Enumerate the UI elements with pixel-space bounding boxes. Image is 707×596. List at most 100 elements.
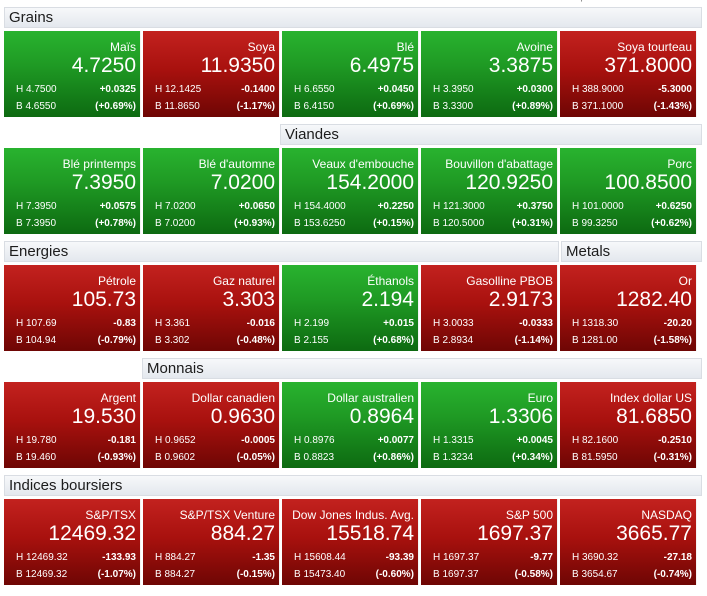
low-value: B 99.3250 — [572, 218, 618, 229]
change-percent: (-1.17%) — [236, 101, 275, 112]
change-value: -133.93 — [102, 552, 136, 563]
change-percent: (+0.93%) — [234, 218, 275, 229]
section-header-indices: Indices boursiers — [4, 475, 702, 496]
quote-tile[interactable]: Euro 1.3306 H 1.3315 +0.0045 B 1.3234 (+0.34%… — [421, 382, 558, 468]
change-value: -1.35 — [252, 552, 275, 563]
section-title: Grains — [9, 9, 54, 26]
last-price: 4.7250 — [71, 54, 136, 77]
change-percent: (-0.79%) — [97, 335, 136, 346]
instrument-name: Index dollar US — [609, 391, 692, 405]
quote-tile[interactable]: Éthanols 2.194 H 2.199 +0.015 B 2.155 (+0.68%… — [282, 265, 419, 351]
high-value: H 1318.30 — [572, 318, 619, 329]
instrument-name: Maïs — [109, 40, 136, 54]
change-value: +0.2250 — [377, 201, 414, 212]
quote-tile[interactable]: Dow Jones Indus. Avg. 15518.74 H 15608.44 -… — [282, 499, 419, 585]
section-title: Viandes — [285, 126, 339, 143]
instrument-name: S&P 500 — [505, 508, 553, 522]
change-value: -0.0333 — [519, 318, 553, 329]
quote-tile[interactable]: S&P 500 1697.37 H 1697.37 -9.77 B 1697.37 (-0… — [421, 499, 558, 585]
quote-tile[interactable]: S&P/TSX 12469.32 H 12469.32 -133.93 B 12469.… — [4, 499, 141, 585]
quote-tile[interactable]: Gaz naturel 3.303 H 3.361 -0.016 B 3.302 (-0.… — [143, 265, 280, 351]
change-value: +0.0575 — [99, 201, 136, 212]
low-value: B 4.6550 — [16, 101, 57, 112]
high-value: H 3.0033 — [433, 318, 474, 329]
instrument-name: Blé printemps — [62, 157, 136, 171]
change-percent: (-0.15%) — [236, 569, 275, 580]
quote-tile[interactable]: Veaux d'embouche 154.2000 H 154.4000 +0.225… — [282, 148, 419, 234]
quote-tile[interactable]: Soya 11.9350 H 12.1425 -0.1400 B 11.8650 (-1.… — [143, 31, 280, 117]
quote-tile[interactable]: Blé 6.4975 H 6.6550 +0.0450 B 6.4150 (+0.69%) — [282, 31, 419, 117]
quote-tile[interactable]: S&P/TSX Venture 884.27 H 884.27 -1.35 B 884.… — [143, 499, 280, 585]
change-value: -0.181 — [107, 435, 136, 446]
quote-tile[interactable]: Gasolline PBOB 2.9173 H 3.0033 -0.0333 B 2.8… — [421, 265, 558, 351]
change-value: -0.1400 — [241, 84, 275, 95]
instrument-name: Blé d'automne — [198, 157, 275, 171]
quote-tile[interactable]: Porc 100.8500 H 101.0000 +0.6250 B 99.3250 (+… — [560, 148, 697, 234]
quote-tile[interactable]: Maïs 4.7250 H 4.7500 +0.0325 B 4.6550 (+0.69%… — [4, 31, 141, 117]
quote-tile[interactable]: NASDAQ 3665.77 H 3690.32 -27.18 B 3654.67 (-0… — [560, 499, 697, 585]
high-value: H 388.9000 — [572, 84, 624, 95]
instrument-name: Bouvillon d'abattage — [445, 157, 553, 171]
instrument-name: Soya tourteau — [617, 40, 692, 54]
low-value: B 19.460 — [16, 452, 57, 463]
instrument-name: Blé — [396, 40, 414, 54]
change-value: +0.0300 — [516, 84, 553, 95]
high-value: H 1697.37 — [433, 552, 480, 563]
quote-tile[interactable]: Avoine 3.3875 H 3.3950 +0.0300 B 3.3300 (+0.8… — [421, 31, 558, 117]
last-price: 1697.37 — [477, 522, 553, 545]
last-price: 15518.74 — [326, 522, 414, 545]
low-value: B 2.8934 — [433, 335, 474, 346]
instrument-name: Avoine — [516, 40, 553, 54]
quote-tile[interactable]: Blé printemps 7.3950 H 7.3950 +0.0575 B 7.39… — [4, 148, 141, 234]
low-value: B 153.6250 — [294, 218, 346, 229]
change-value: +0.0045 — [516, 435, 553, 446]
instrument-name: Argent — [100, 391, 136, 405]
low-value: B 884.27 — [155, 569, 196, 580]
change-value: -0.2510 — [658, 435, 692, 446]
section-title: Energies — [9, 243, 69, 260]
section-header-viandes: Viandes — [280, 124, 702, 145]
change-value: -0.016 — [246, 318, 275, 329]
change-percent: (+0.89%) — [512, 101, 553, 112]
high-value: H 0.8976 — [294, 435, 335, 446]
change-value: -5.3000 — [658, 84, 692, 95]
change-value: +0.0077 — [377, 435, 414, 446]
quote-tile[interactable]: Bouvillon d'abattage 120.9250 H 121.3000 +0… — [421, 148, 558, 234]
last-price: 2.194 — [361, 288, 414, 311]
instrument-name: S&P/TSX — [85, 508, 136, 522]
last-price: 1.3306 — [488, 405, 553, 428]
high-value: H 3.361 — [155, 318, 191, 329]
change-value: +0.015 — [383, 318, 414, 329]
quote-tile[interactable]: Dollar canadien 0.9630 H 0.9652 -0.0005 B 0.… — [143, 382, 280, 468]
high-value: H 12.1425 — [155, 84, 202, 95]
corner-mark: , — [580, 0, 583, 3]
high-value: H 82.1600 — [572, 435, 619, 446]
instrument-name: S&P/TSX Venture — [179, 508, 275, 522]
high-value: H 3690.32 — [572, 552, 619, 563]
change-value: -0.0005 — [241, 435, 275, 446]
quote-tile[interactable]: Or 1282.40 H 1318.30 -20.20 B 1281.00 (-1.58%… — [560, 265, 697, 351]
change-percent: (+0.69%) — [95, 101, 136, 112]
last-price: 11.9350 — [200, 54, 275, 77]
quote-tile[interactable]: Soya tourteau 371.8000 H 388.9000 -5.3000 B … — [560, 31, 697, 117]
change-value: +0.3750 — [516, 201, 553, 212]
change-percent: (-1.07%) — [97, 569, 136, 580]
change-percent: (-0.31%) — [653, 452, 692, 463]
change-percent: (-0.58%) — [514, 569, 553, 580]
quote-tile[interactable]: Argent 19.530 H 19.780 -0.181 B 19.460 (-0.93… — [4, 382, 141, 468]
quote-tile[interactable]: Dollar australien 0.8964 H 0.8976 +0.0077 B … — [282, 382, 419, 468]
high-value: H 121.3000 — [433, 201, 485, 212]
last-price: 105.73 — [71, 288, 136, 311]
quote-tile[interactable]: Blé d'automne 7.0200 H 7.0200 +0.0650 B 7.02… — [143, 148, 280, 234]
high-value: H 884.27 — [155, 552, 196, 563]
change-value: -20.20 — [663, 318, 692, 329]
quote-tile[interactable]: Pétrole 105.73 H 107.69 -0.83 B 104.94 (-0.79… — [4, 265, 141, 351]
instrument-name: Veaux d'embouche — [312, 157, 414, 171]
high-value: H 12469.32 — [16, 552, 68, 563]
change-percent: (+0.69%) — [373, 101, 414, 112]
high-value: H 2.199 — [294, 318, 330, 329]
low-value: B 11.8650 — [155, 101, 200, 112]
change-percent: (+0.68%) — [373, 335, 414, 346]
change-value: -93.39 — [385, 552, 414, 563]
quote-tile[interactable]: Index dollar US 81.6850 H 82.1600 -0.2510 B … — [560, 382, 697, 468]
